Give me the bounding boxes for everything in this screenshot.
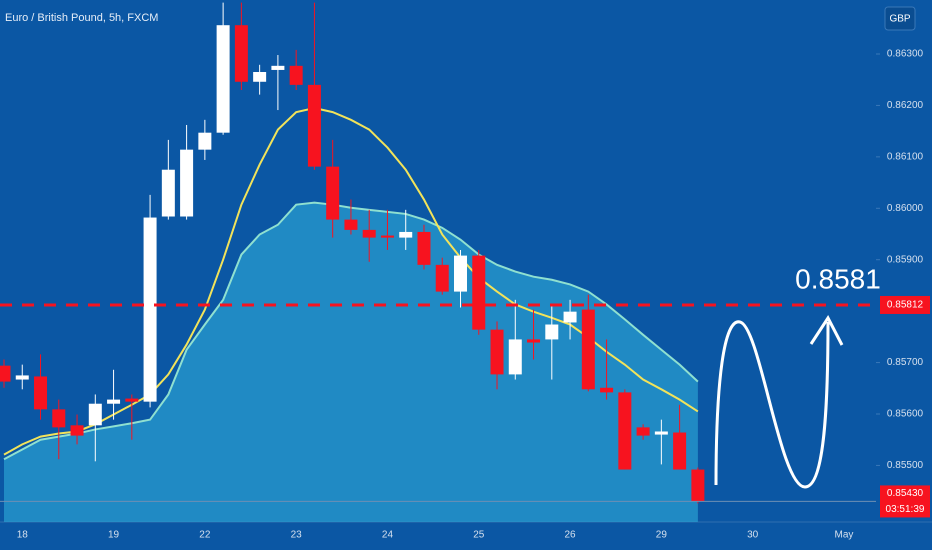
y-tick-label: 0.86300 [887, 49, 924, 60]
candle-body [289, 65, 303, 85]
currency-button[interactable] [884, 6, 916, 31]
price-line-box [880, 295, 930, 314]
candle-body [508, 339, 522, 375]
candle-body [15, 375, 29, 380]
candle-body [52, 409, 66, 428]
candle-body [399, 231, 413, 238]
y-tick-label: 0.85600 [887, 409, 924, 420]
annotation-arrowhead [809, 315, 844, 346]
y-tick-label: 0.86100 [887, 151, 924, 162]
candle-body [125, 398, 139, 402]
x-tick-label: 22 [199, 530, 211, 541]
candle-body [691, 469, 705, 502]
x-tick-label: 19 [108, 530, 120, 541]
y-tick-label: 0.85700 [887, 357, 924, 368]
candle-body [654, 431, 668, 435]
candle-body [581, 309, 595, 390]
candle-body [618, 392, 632, 470]
candle-body [307, 84, 321, 167]
candle-body [271, 65, 285, 70]
candle-body [253, 72, 267, 82]
candle-body [435, 264, 449, 292]
candle-body [527, 339, 541, 343]
last-price-label: 0.85430 [887, 488, 924, 499]
candle-body [380, 235, 394, 238]
annotation-text: 0.8581 [795, 263, 881, 294]
candle-body [636, 427, 650, 436]
x-tick-label: 24 [382, 530, 394, 541]
candle-body [0, 365, 11, 382]
candle-body [161, 169, 175, 217]
candle-body [88, 403, 102, 426]
candle-body [472, 255, 486, 330]
x-tick-label: May [835, 530, 854, 541]
countdown: 03:51:39 [886, 504, 925, 515]
candle-body [70, 425, 84, 436]
candle-body [198, 132, 212, 150]
candle-body [326, 166, 340, 220]
candle-body [216, 25, 230, 133]
x-tick-label: 26 [564, 530, 576, 541]
currency-label[interactable]: GBP [889, 14, 910, 25]
plot [0, 2, 705, 522]
candle-body [454, 255, 467, 292]
x-tick-label: 18 [17, 530, 29, 541]
candle-body [600, 387, 614, 393]
y-tick-label: 0.85500 [887, 460, 924, 471]
candle-body [673, 432, 687, 470]
price-line-label: 0.85812 [887, 300, 924, 311]
candle-body [344, 219, 358, 230]
band-area [4, 202, 698, 522]
y-tick-label: 0.86200 [887, 100, 924, 111]
x-tick-label: 25 [473, 530, 485, 541]
candle-body [234, 25, 248, 82]
y-tick-label: 0.85900 [887, 254, 924, 265]
candle-body [180, 149, 194, 217]
candle-body [107, 399, 121, 404]
x-tick-label: 23 [291, 530, 303, 541]
candle-body [143, 217, 157, 402]
y-tick-label: 0.86000 [887, 203, 924, 214]
annotation-curve [714, 320, 830, 489]
candle-body [417, 231, 431, 265]
candle-body [563, 311, 577, 323]
last-price-box [880, 485, 930, 518]
x-tick-label: 29 [656, 530, 668, 541]
candle-body [34, 376, 48, 410]
candle-body [490, 329, 504, 375]
x-tick-label: 30 [747, 530, 759, 541]
candle-body [545, 324, 559, 340]
chart-title: Euro / British Pound, 5h, FXCM [5, 12, 158, 24]
candle-body [362, 229, 376, 238]
